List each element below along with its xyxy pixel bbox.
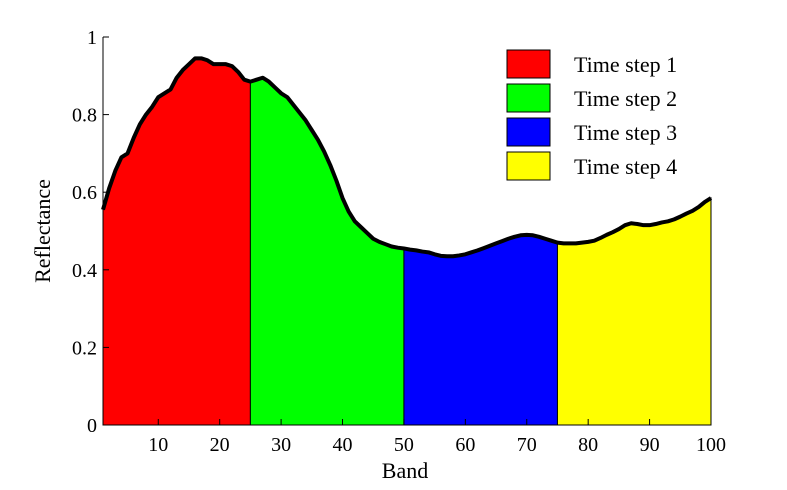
y-tick-label: 0.2 — [72, 337, 97, 359]
area-segment-2 — [249, 77, 405, 426]
legend-swatch-4 — [506, 151, 551, 181]
spectrum-outline — [101, 56, 713, 259]
x-tick-label: 40 — [333, 434, 353, 456]
axes — [102, 37, 711, 426]
x-tick-label: 60 — [455, 434, 475, 456]
legend: Time step 1 Time step 2 Time step 3 Time st… — [506, 49, 677, 181]
series-fills — [102, 57, 712, 426]
y-tick-label: 1 — [87, 27, 97, 49]
x-tick-label: 80 — [578, 434, 598, 456]
y-tick-label: 0 — [87, 415, 97, 437]
x-axis-title: Band — [382, 458, 428, 483]
x-tick-label: 90 — [640, 434, 660, 456]
x-tick-label: 10 — [148, 434, 168, 456]
y-tick-label: 0.4 — [72, 260, 97, 282]
tick-labels: 10 20 30 40 50 60 70 80 90 100 0 0.2 0.4 0.6 0.8 1 — [72, 27, 726, 456]
legend-swatch-2 — [506, 83, 551, 113]
x-tick-label: 30 — [271, 434, 291, 456]
legend-label-2: Time step 2 — [574, 86, 677, 111]
area-segment-1 — [102, 57, 251, 426]
y-axis-title: Reflectance — [30, 179, 55, 283]
legend-label-4: Time step 4 — [574, 154, 677, 179]
x-tick-label: 70 — [517, 434, 537, 456]
x-tick-label: 50 — [394, 434, 414, 456]
area-segment-4 — [556, 197, 712, 426]
y-tick-label: 0.8 — [72, 105, 97, 127]
x-tick-label: 20 — [210, 434, 230, 456]
y-tick-label: 0.6 — [72, 182, 97, 204]
legend-label-3: Time step 3 — [574, 120, 677, 145]
legend-label-1: Time step 1 — [574, 52, 677, 77]
legend-swatch-3 — [506, 117, 551, 147]
area-segment-3 — [403, 234, 558, 426]
x-tick-label: 100 — [696, 434, 726, 456]
legend-swatch-1 — [506, 49, 551, 79]
